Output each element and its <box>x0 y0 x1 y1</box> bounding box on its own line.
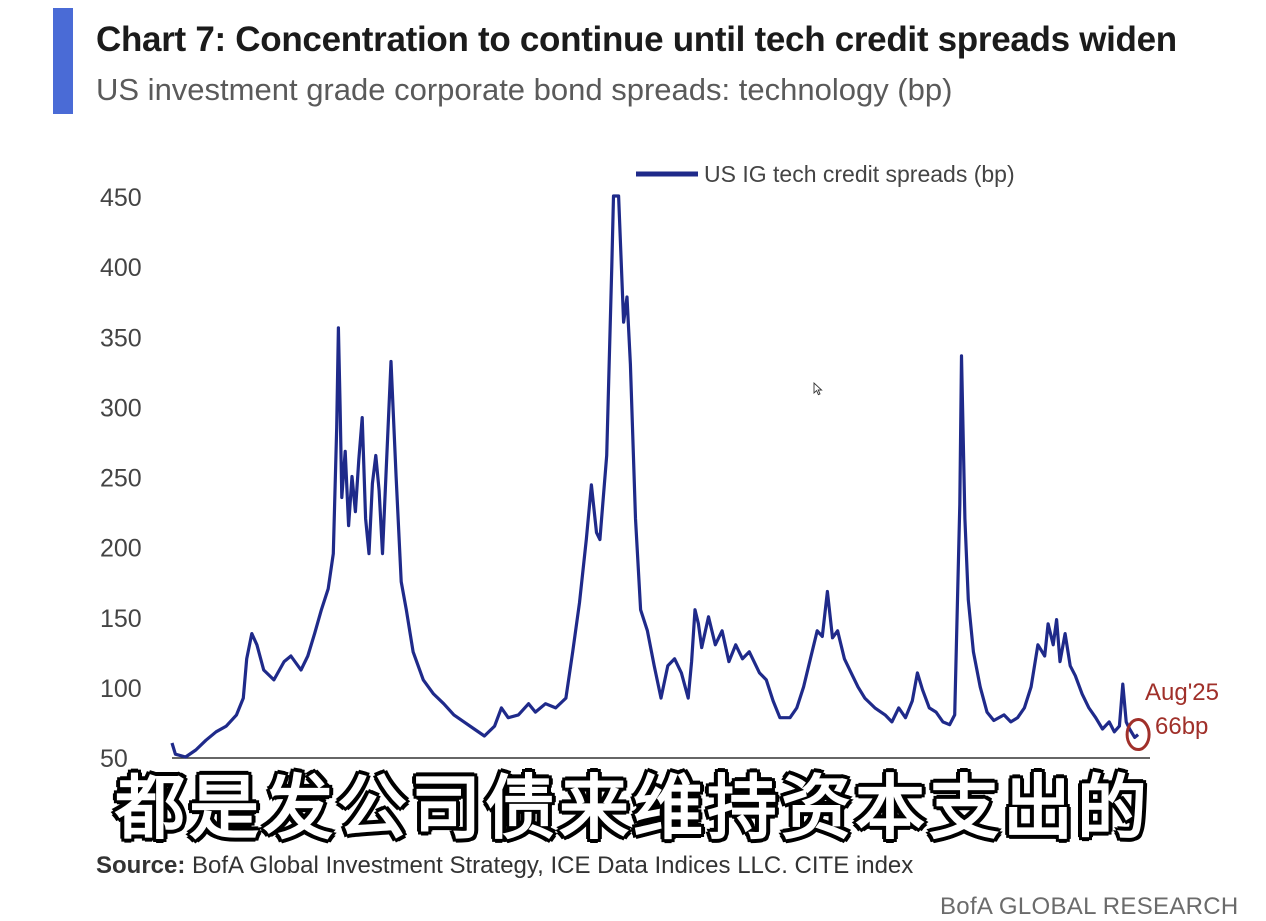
annotation-date-label: Aug'25 <box>1145 679 1219 706</box>
source-label: Source: <box>96 852 186 879</box>
y-tick-label: 100 <box>100 675 142 703</box>
footer-brand: BofA GLOBAL RESEARCH <box>940 893 1239 920</box>
mouse-cursor-icon <box>813 382 823 396</box>
y-tick-label: 250 <box>100 465 142 493</box>
y-tick-label: 200 <box>100 535 142 563</box>
legend: US IG tech credit spreads (bp) <box>636 161 1015 187</box>
video-subtitle-caption: 都是发公司债来维持资本支出的 <box>115 767 1151 849</box>
legend-label: US IG tech credit spreads (bp) <box>704 161 1015 187</box>
y-tick-label: 150 <box>100 605 142 633</box>
annotation-value-label: 66bp <box>1155 713 1208 740</box>
y-tick-label: 350 <box>100 324 142 352</box>
y-tick-label: 450 <box>100 184 142 212</box>
title-accent-bar <box>53 8 73 114</box>
source-text: BofA Global Investment Strategy, ICE Dat… <box>192 852 914 879</box>
series-line-us-ig-tech <box>170 194 1140 759</box>
latest-value-marker <box>1125 718 1151 752</box>
y-tick-label: 400 <box>100 254 142 282</box>
y-axis-ticks: 50 100 150 200 250 300 350 400 450 <box>100 184 142 773</box>
chart-title: Chart 7: Concentration to continue until… <box>96 20 1177 59</box>
y-tick-label: 300 <box>100 394 142 422</box>
chart-subtitle: US investment grade corporate bond sprea… <box>96 72 953 107</box>
y-tick-label: 50 <box>100 745 128 773</box>
source-note: Source: BofA Global Investment Strategy,… <box>96 852 913 880</box>
